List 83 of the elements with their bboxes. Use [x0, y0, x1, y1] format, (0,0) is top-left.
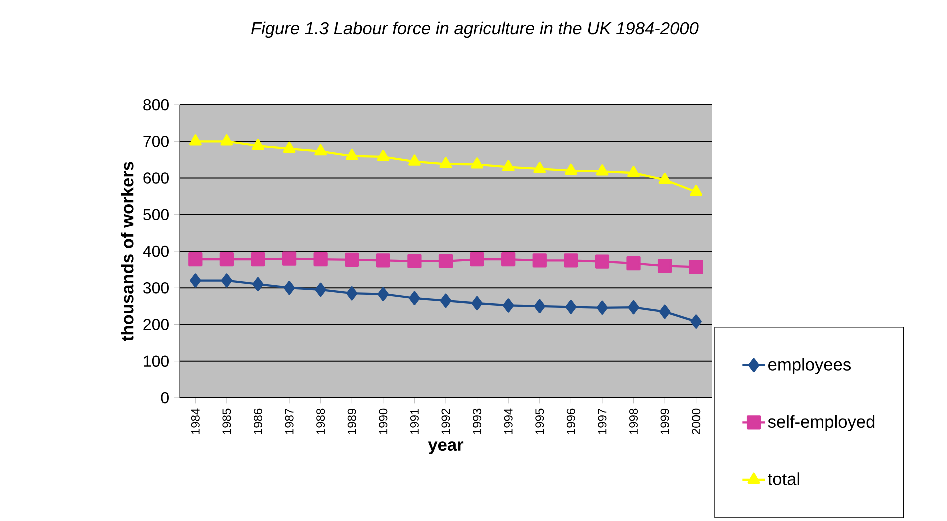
y-tick-label: 400	[143, 246, 169, 258]
point	[628, 300, 640, 315]
point	[596, 164, 609, 176]
point	[532, 254, 547, 268]
y-tick-label: 300	[144, 282, 169, 294]
x-tick-label: 1992	[442, 409, 450, 434]
point	[566, 300, 577, 314]
point	[220, 252, 234, 267]
point	[190, 274, 202, 288]
x-tick-label: 2000	[692, 408, 701, 434]
point	[282, 252, 297, 266]
point	[595, 254, 610, 269]
x-tick-label: 1984	[191, 408, 200, 434]
x-tick-label: 1993	[473, 408, 482, 434]
point	[564, 164, 578, 175]
point	[220, 134, 234, 146]
y-axis-title: thousands of workers	[121, 162, 134, 342]
legend-label: self-employed	[768, 415, 875, 432]
x-tick-label: 1988	[316, 408, 326, 434]
x-tick-label: 1985	[222, 408, 232, 434]
point	[251, 252, 266, 267]
point	[315, 282, 326, 298]
point	[314, 252, 328, 267]
y-tick-label: 700	[144, 136, 169, 148]
point	[346, 149, 358, 160]
x-tick-label: 1998	[630, 408, 638, 434]
x-tick-label: 1990	[379, 408, 388, 434]
point	[470, 252, 484, 267]
y-tick-label: 100	[144, 356, 169, 368]
point	[534, 299, 546, 314]
point	[283, 142, 296, 154]
x-tick-label: 1987	[285, 409, 294, 434]
point	[377, 150, 390, 162]
point	[534, 162, 546, 174]
y-tick-label: 500	[144, 209, 169, 221]
point	[440, 157, 452, 168]
x-tick-label: 1994	[504, 408, 513, 434]
point	[471, 158, 484, 169]
point	[345, 252, 360, 267]
point	[346, 286, 358, 301]
point	[409, 291, 420, 306]
x-tick-label: 1997	[598, 409, 607, 434]
point	[440, 294, 452, 308]
point	[596, 300, 608, 315]
point	[689, 260, 704, 274]
x-tick-label: 1996	[566, 408, 576, 434]
chart-title: Figure 1.3 Labour force in agriculture in the UK 1984-2000	[252, 22, 699, 38]
point	[438, 254, 454, 268]
y-tick-label: 200	[144, 319, 169, 330]
y-tick-label: 600	[144, 172, 169, 184]
point	[472, 296, 483, 311]
point	[502, 160, 515, 172]
y-tick-label: 800	[144, 99, 169, 111]
point	[626, 256, 641, 271]
point	[690, 185, 703, 196]
point	[658, 259, 672, 274]
point	[221, 274, 233, 288]
point	[284, 281, 296, 296]
point	[502, 252, 516, 267]
point	[690, 314, 702, 329]
point	[188, 252, 203, 267]
x-tick-label: 1999	[660, 408, 670, 434]
point	[503, 298, 514, 313]
point	[408, 154, 421, 166]
x-axis-title: year	[428, 442, 464, 455]
x-tick-label: 1991	[410, 408, 419, 434]
point	[314, 144, 328, 156]
point	[189, 134, 202, 146]
legend-label: employees	[768, 358, 852, 374]
point	[627, 166, 640, 178]
y-tick-label: 0	[161, 392, 169, 404]
x-tick-label: 1986	[254, 408, 262, 434]
point	[658, 173, 672, 184]
point	[252, 138, 265, 150]
point	[659, 304, 671, 319]
point	[376, 254, 390, 268]
x-tick-label: 1995	[536, 408, 544, 434]
point	[252, 277, 264, 292]
point	[408, 254, 422, 268]
point	[378, 287, 389, 302]
x-tick-label: 1989	[348, 408, 356, 434]
legend-label: total	[768, 472, 800, 486]
point	[564, 254, 578, 268]
